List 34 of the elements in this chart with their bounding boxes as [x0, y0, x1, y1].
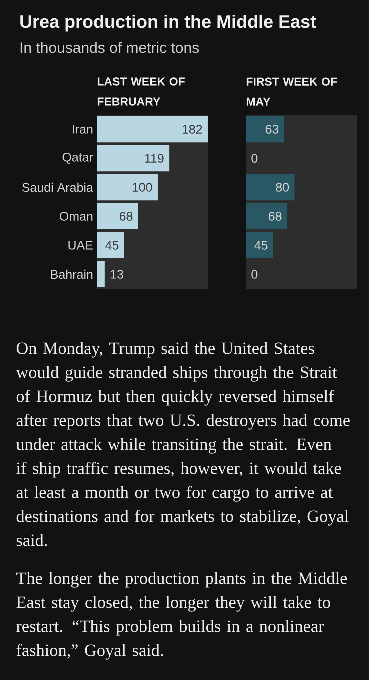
data-label: 68	[120, 212, 133, 221]
bar	[246, 232, 274, 259]
bar	[246, 203, 288, 230]
data-label: 100	[132, 183, 152, 192]
text: On Monday, Trump said the United States would guide stranded ships through the Strait of Hormuz but then quickly reversed himself after reports that two U.S. destroyers had come under attack while transiting the strait. Even if ship traffic resumes, however, it would take at least a month or two for cargo to arrive at destinations and for markets to stabilize, Goyal said.	[16, 342, 350, 546]
y-tick-label: Saudi Arabia	[22, 182, 94, 192]
bar	[96, 145, 170, 172]
bar	[246, 116, 284, 143]
data-label: 119	[145, 154, 164, 163]
text: The longer the production plants in the Middle East stay closed, the longer they will take to restart. “This problem builds in a nonlinear fashion,” Goyal said.	[16, 572, 348, 660]
data-label: 80	[276, 183, 290, 192]
bar	[96, 232, 124, 259]
bar	[96, 261, 105, 288]
series-label: LAST WEEK OF FEBRUARY	[98, 78, 185, 106]
bar	[96, 203, 138, 230]
y-tick-label: UAE	[68, 241, 93, 250]
y-tick-label: Qatar	[62, 152, 94, 164]
data-label: 63	[266, 125, 279, 134]
y-tick-label: Oman	[60, 212, 93, 221]
data-label: 0	[252, 270, 258, 279]
y-tick-label: Iran	[73, 125, 93, 134]
bar	[96, 174, 158, 201]
data-label: 0	[252, 154, 258, 163]
data-label: 182	[182, 125, 202, 134]
bar	[246, 174, 295, 201]
data-label: 45	[254, 241, 268, 250]
bar	[96, 116, 208, 143]
series-label: FIRST WEEK OF MAY	[246, 78, 338, 106]
data-label: 13	[111, 270, 124, 279]
y-tick-label: Bahrain	[51, 270, 93, 280]
data-label: 68	[268, 212, 282, 221]
data-label: 45	[106, 241, 119, 250]
chart-title: Urea production in the Middle East	[20, 14, 316, 32]
chart-subtitle: In thousands of metric tons	[20, 42, 200, 54]
